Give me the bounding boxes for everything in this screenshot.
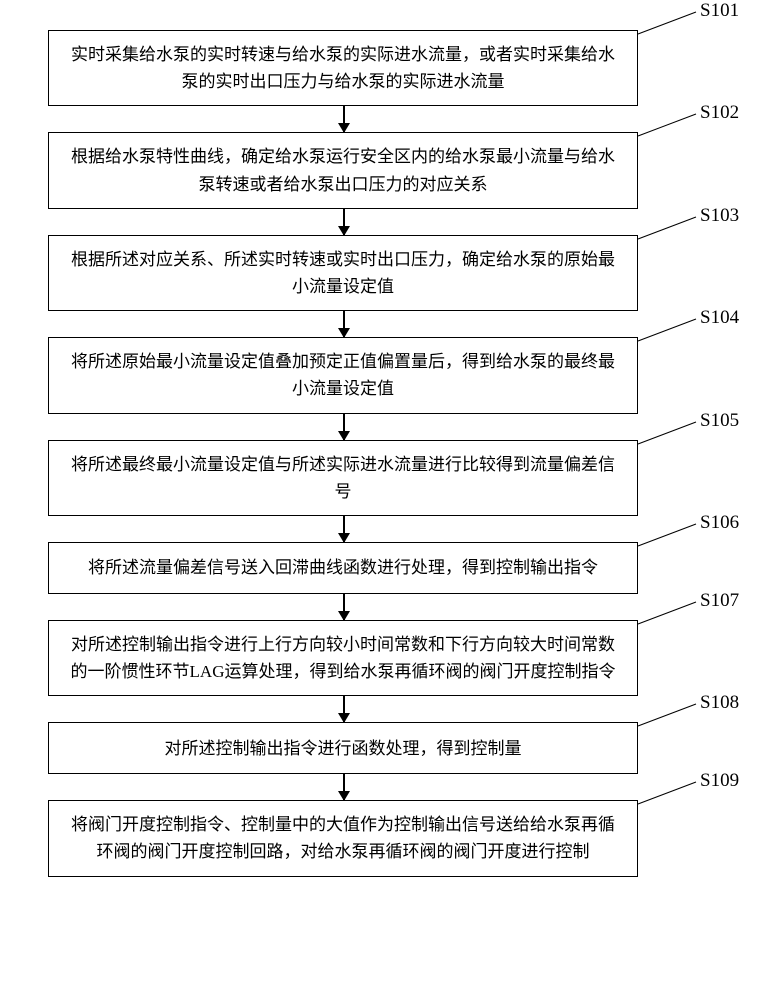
step-label: S109 — [700, 770, 739, 792]
step-text: 根据给水泵特性曲线，确定给水泵运行安全区内的给水泵最小流量与给水泵转速或者给水泵… — [71, 143, 615, 197]
arrow-down-icon — [343, 696, 345, 722]
step-label: S106 — [700, 512, 739, 534]
step-box: 对所述控制输出指令进行上行方向较小时间常数和下行方向较大时间常数的一阶惯性环节L… — [48, 620, 638, 696]
arrow-down-icon — [343, 106, 345, 132]
step-s102: S102根据给水泵特性曲线，确定给水泵运行安全区内的给水泵最小流量与给水泵转速或… — [0, 132, 780, 208]
step-s106: S106将所述流量偏差信号送入回滞曲线函数进行处理，得到控制输出指令 — [0, 542, 780, 594]
step-s105: S105将所述最终最小流量设定值与所述实际进水流量进行比较得到流量偏差信号 — [0, 440, 780, 516]
step-label: S103 — [700, 205, 739, 227]
step-box: 根据所述对应关系、所述实时转速或实时出口压力，确定给水泵的原始最小流量设定值 — [48, 235, 638, 311]
step-label: S107 — [700, 590, 739, 612]
step-label: S104 — [700, 307, 739, 329]
step-label: S108 — [700, 692, 739, 714]
step-label: S102 — [700, 102, 739, 124]
arrow-down-icon — [343, 414, 345, 440]
arrow-down-icon — [343, 311, 345, 337]
step-text: 将所述流量偏差信号送入回滞曲线函数进行处理，得到控制输出指令 — [88, 554, 598, 581]
arrow-down-icon — [343, 774, 345, 800]
flowchart-container: S101 实时采集给水泵的实时转速与给水泵的实际进水流量，或者实时采集给水泵的实时… — [0, 0, 780, 1000]
step-label: S101 — [700, 0, 739, 22]
step-text: 对所述控制输出指令进行上行方向较小时间常数和下行方向较大时间常数的一阶惯性环节L… — [71, 631, 616, 685]
step-box: 实时采集给水泵的实时转速与给水泵的实际进水流量，或者实时采集给水泵的实时出口压力… — [48, 30, 638, 106]
step-text: 将阀门开度控制指令、控制量中的大值作为控制输出信号送给给水泵再循环阀的阀门开度控… — [71, 811, 615, 865]
arrow-down-icon — [343, 209, 345, 235]
step-s103: S103根据所述对应关系、所述实时转速或实时出口压力，确定给水泵的原始最小流量设… — [0, 235, 780, 311]
step-s109: S109将阀门开度控制指令、控制量中的大值作为控制输出信号送给给水泵再循环阀的阀… — [0, 800, 780, 876]
step-box: 根据给水泵特性曲线，确定给水泵运行安全区内的给水泵最小流量与给水泵转速或者给水泵… — [48, 132, 638, 208]
step-s101: S101实时采集给水泵的实时转速与给水泵的实际进水流量，或者实时采集给水泵的实时… — [0, 30, 780, 106]
step-box: 将所述原始最小流量设定值叠加预定正值偏置量后，得到给水泵的最终最小流量设定值 — [48, 337, 638, 413]
step-box: 将阀门开度控制指令、控制量中的大值作为控制输出信号送给给水泵再循环阀的阀门开度控… — [48, 800, 638, 876]
step-box: 对所述控制输出指令进行函数处理，得到控制量 — [48, 722, 638, 774]
step-text: 实时采集给水泵的实时转速与给水泵的实际进水流量，或者实时采集给水泵的实时出口压力… — [71, 41, 615, 95]
step-text: 根据所述对应关系、所述实时转速或实时出口压力，确定给水泵的原始最小流量设定值 — [71, 246, 615, 300]
step-s108: S108对所述控制输出指令进行函数处理，得到控制量 — [0, 722, 780, 774]
arrow-down-icon — [343, 594, 345, 620]
step-text: 将所述原始最小流量设定值叠加预定正值偏置量后，得到给水泵的最终最小流量设定值 — [71, 348, 615, 402]
step-s107: S107对所述控制输出指令进行上行方向较小时间常数和下行方向较大时间常数的一阶惯… — [0, 620, 780, 696]
step-text: 对所述控制输出指令进行函数处理，得到控制量 — [165, 735, 522, 762]
step-s104: S104将所述原始最小流量设定值叠加预定正值偏置量后，得到给水泵的最终最小流量设… — [0, 337, 780, 413]
arrow-down-icon — [343, 516, 345, 542]
step-box: 将所述流量偏差信号送入回滞曲线函数进行处理，得到控制输出指令 — [48, 542, 638, 594]
step-box: 将所述最终最小流量设定值与所述实际进水流量进行比较得到流量偏差信号 — [48, 440, 638, 516]
step-label: S105 — [700, 410, 739, 432]
step-text: 将所述最终最小流量设定值与所述实际进水流量进行比较得到流量偏差信号 — [71, 451, 615, 505]
